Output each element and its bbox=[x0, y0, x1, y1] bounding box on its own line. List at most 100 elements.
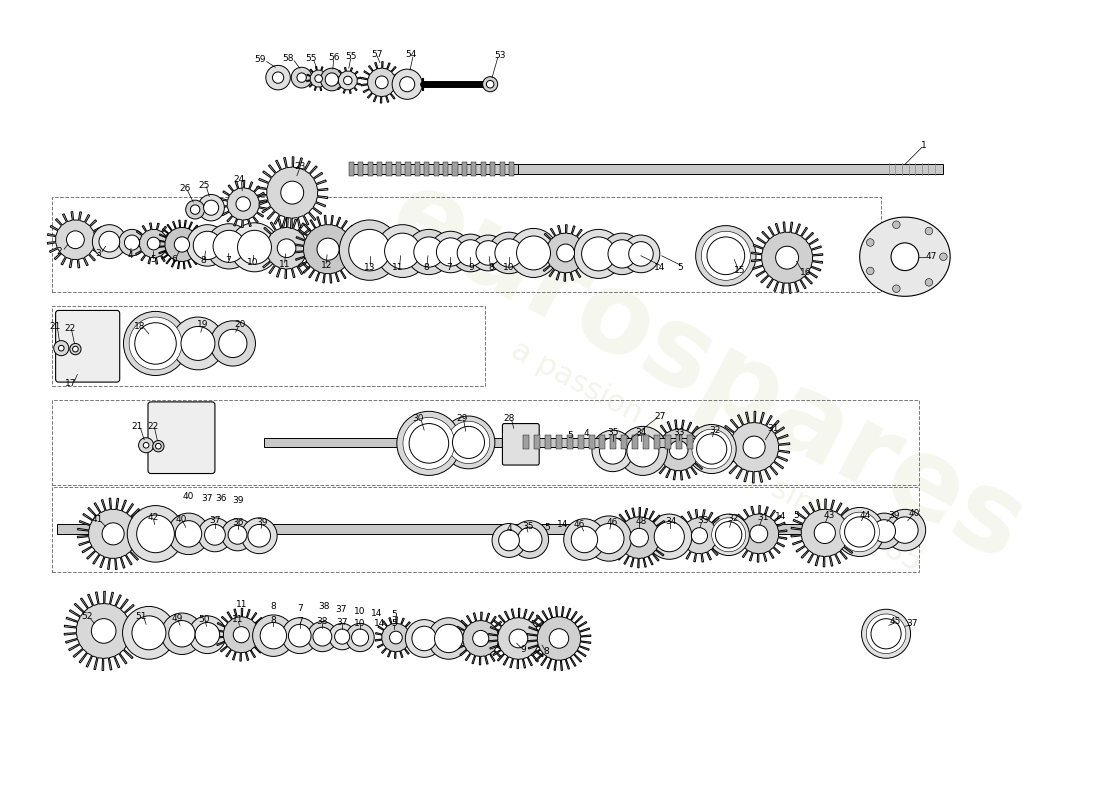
Text: 18: 18 bbox=[134, 322, 145, 331]
Text: 46: 46 bbox=[607, 518, 618, 527]
Text: 5: 5 bbox=[678, 262, 683, 271]
Circle shape bbox=[557, 244, 574, 262]
FancyBboxPatch shape bbox=[56, 310, 120, 382]
Polygon shape bbox=[609, 507, 669, 568]
Polygon shape bbox=[791, 499, 859, 567]
Bar bbox=[481, 162, 486, 176]
Text: 53: 53 bbox=[494, 51, 505, 61]
Ellipse shape bbox=[860, 217, 950, 296]
Circle shape bbox=[119, 230, 145, 256]
Circle shape bbox=[292, 67, 312, 88]
Circle shape bbox=[744, 436, 766, 458]
Circle shape bbox=[510, 521, 549, 558]
Circle shape bbox=[320, 68, 343, 91]
Circle shape bbox=[654, 522, 684, 552]
Bar bbox=[471, 162, 476, 176]
Text: 21: 21 bbox=[50, 322, 60, 331]
Polygon shape bbox=[256, 157, 328, 229]
Text: 50: 50 bbox=[198, 615, 209, 624]
Circle shape bbox=[623, 235, 660, 273]
Circle shape bbox=[707, 237, 745, 274]
Polygon shape bbox=[307, 66, 331, 90]
Circle shape bbox=[406, 230, 451, 274]
Polygon shape bbox=[375, 617, 417, 658]
Circle shape bbox=[517, 527, 542, 552]
Circle shape bbox=[403, 418, 454, 470]
Bar bbox=[509, 162, 514, 176]
Circle shape bbox=[861, 610, 911, 658]
Text: 16: 16 bbox=[800, 268, 812, 278]
Text: 32: 32 bbox=[728, 514, 739, 523]
Text: 5: 5 bbox=[568, 431, 573, 440]
Circle shape bbox=[129, 317, 182, 370]
Bar bbox=[524, 438, 697, 447]
Circle shape bbox=[867, 238, 875, 246]
Circle shape bbox=[66, 231, 85, 249]
Circle shape bbox=[708, 514, 749, 555]
Text: 40: 40 bbox=[175, 515, 187, 524]
Text: 37: 37 bbox=[201, 494, 213, 503]
Bar bbox=[452, 162, 458, 176]
Text: a passion for parts since 1985: a passion for parts since 1985 bbox=[506, 335, 927, 578]
Circle shape bbox=[58, 346, 64, 351]
Circle shape bbox=[207, 224, 252, 269]
Circle shape bbox=[618, 426, 668, 475]
Text: 14: 14 bbox=[774, 512, 786, 522]
Polygon shape bbox=[334, 67, 361, 94]
Circle shape bbox=[155, 443, 162, 449]
Bar bbox=[675, 435, 682, 450]
Circle shape bbox=[233, 626, 250, 642]
Circle shape bbox=[409, 423, 449, 463]
Bar bbox=[377, 162, 382, 176]
Circle shape bbox=[190, 205, 200, 214]
Circle shape bbox=[349, 230, 390, 271]
Bar bbox=[556, 435, 562, 450]
Circle shape bbox=[434, 624, 463, 653]
Text: 9: 9 bbox=[469, 262, 474, 271]
Circle shape bbox=[392, 69, 422, 99]
Circle shape bbox=[187, 225, 228, 266]
Text: 28: 28 bbox=[504, 414, 515, 423]
Text: 39: 39 bbox=[256, 518, 267, 527]
Bar bbox=[52, 198, 881, 291]
Bar bbox=[56, 525, 905, 534]
Circle shape bbox=[280, 181, 304, 204]
Circle shape bbox=[162, 613, 202, 654]
Circle shape bbox=[266, 66, 290, 90]
Circle shape bbox=[317, 238, 339, 260]
Text: 10: 10 bbox=[354, 619, 366, 628]
Polygon shape bbox=[649, 420, 708, 480]
Text: 41: 41 bbox=[91, 515, 102, 524]
Polygon shape bbox=[47, 212, 103, 268]
Circle shape bbox=[288, 624, 311, 647]
Text: 37: 37 bbox=[337, 618, 348, 627]
Text: 8: 8 bbox=[543, 647, 550, 656]
Text: 3: 3 bbox=[96, 250, 101, 258]
Circle shape bbox=[194, 231, 221, 259]
Circle shape bbox=[939, 253, 947, 261]
Circle shape bbox=[277, 239, 296, 258]
Text: 51: 51 bbox=[135, 612, 147, 622]
Circle shape bbox=[238, 230, 272, 264]
Text: 24: 24 bbox=[234, 175, 245, 184]
Bar bbox=[578, 435, 584, 450]
Circle shape bbox=[608, 240, 636, 268]
Circle shape bbox=[428, 618, 470, 659]
Circle shape bbox=[345, 623, 374, 652]
Circle shape bbox=[405, 620, 443, 658]
Text: 30: 30 bbox=[411, 414, 424, 423]
Circle shape bbox=[210, 321, 255, 366]
Text: 22: 22 bbox=[64, 324, 76, 333]
Text: 58: 58 bbox=[283, 54, 294, 63]
Text: 52: 52 bbox=[81, 612, 92, 622]
Circle shape bbox=[186, 200, 205, 219]
Circle shape bbox=[411, 626, 437, 650]
Polygon shape bbox=[157, 220, 207, 269]
FancyBboxPatch shape bbox=[148, 402, 214, 474]
Text: 1: 1 bbox=[921, 141, 926, 150]
Text: 35: 35 bbox=[522, 522, 534, 531]
Circle shape bbox=[594, 523, 624, 554]
Text: 39: 39 bbox=[888, 510, 900, 519]
Circle shape bbox=[702, 231, 750, 280]
Text: 46: 46 bbox=[573, 520, 584, 529]
